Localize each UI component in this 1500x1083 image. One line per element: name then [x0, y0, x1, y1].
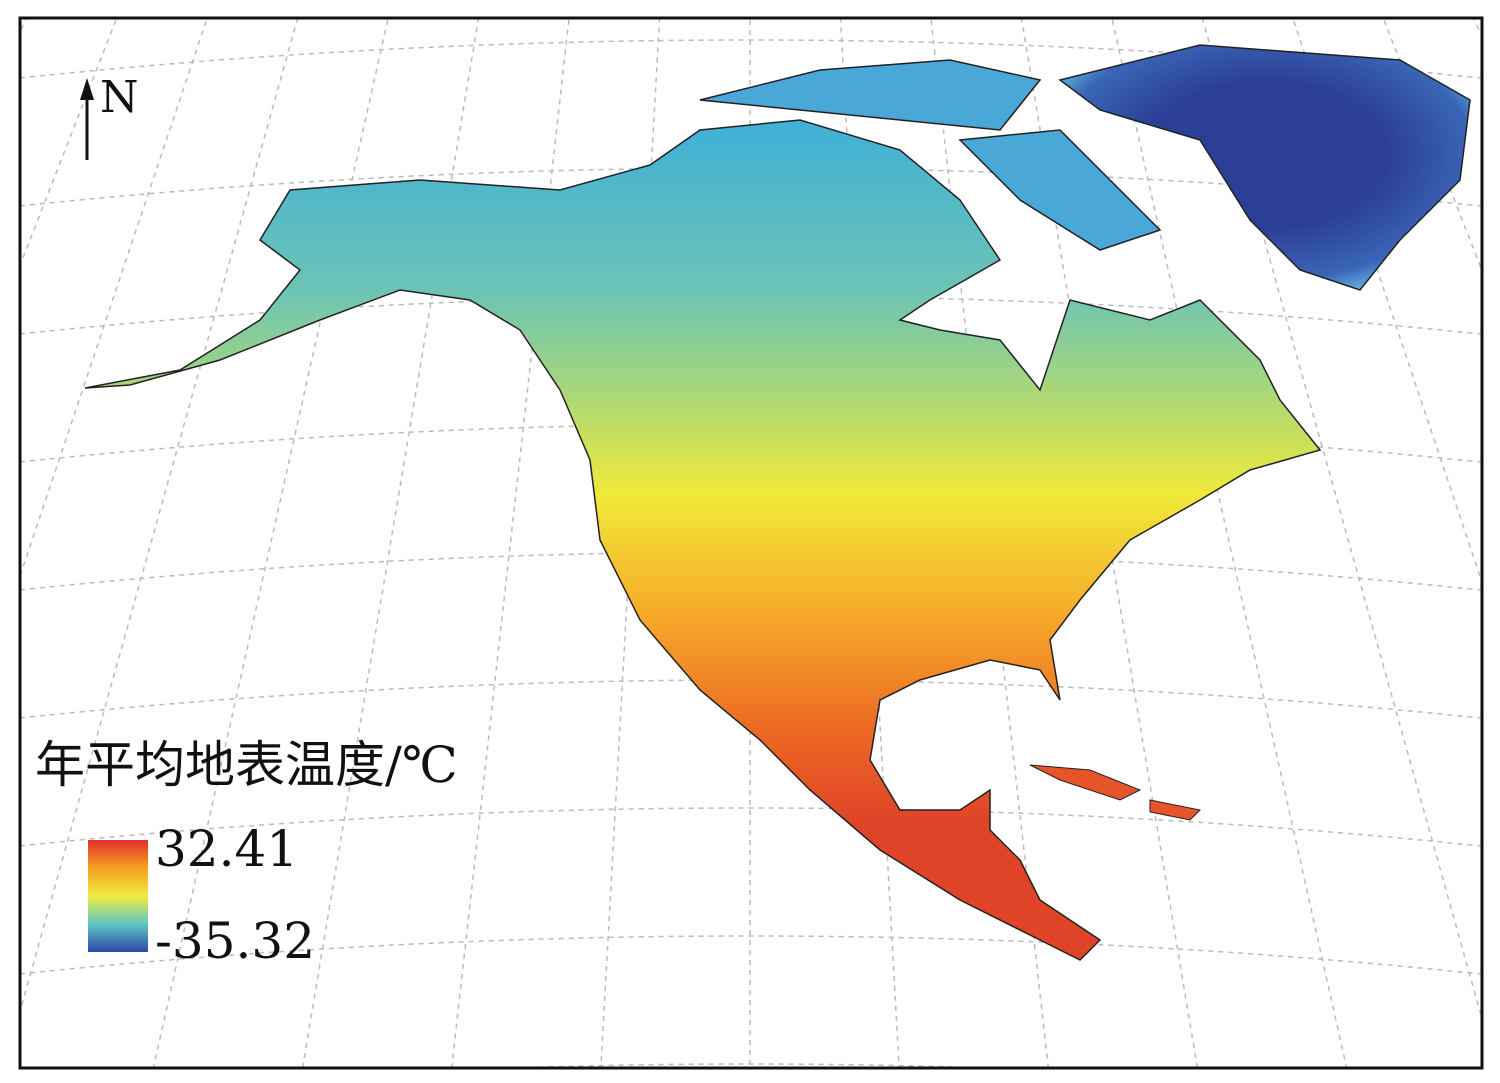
- legend-max: 32.41: [155, 820, 298, 878]
- caribbean: [1029, 764, 1202, 821]
- legend-min: -35.32: [155, 912, 315, 970]
- legend-colorbar: [88, 840, 148, 952]
- graticule-line: [20, 18, 299, 1015]
- graticule-line: [152, 18, 389, 1068]
- graticule-line: [1111, 18, 1348, 1068]
- north-arrowhead: [80, 78, 94, 100]
- greenland: [1058, 44, 1471, 291]
- map-frame: [18, 16, 1484, 1070]
- legend-title: 年平均地表温度/℃: [35, 736, 458, 794]
- north-label: N: [100, 72, 139, 123]
- graticule-line: [20, 807, 1482, 847]
- graticule-line: [1201, 18, 1482, 1022]
- graticule-line: [20, 935, 1482, 975]
- north-america: [84, 119, 1322, 961]
- arctic-islands: [699, 59, 1162, 251]
